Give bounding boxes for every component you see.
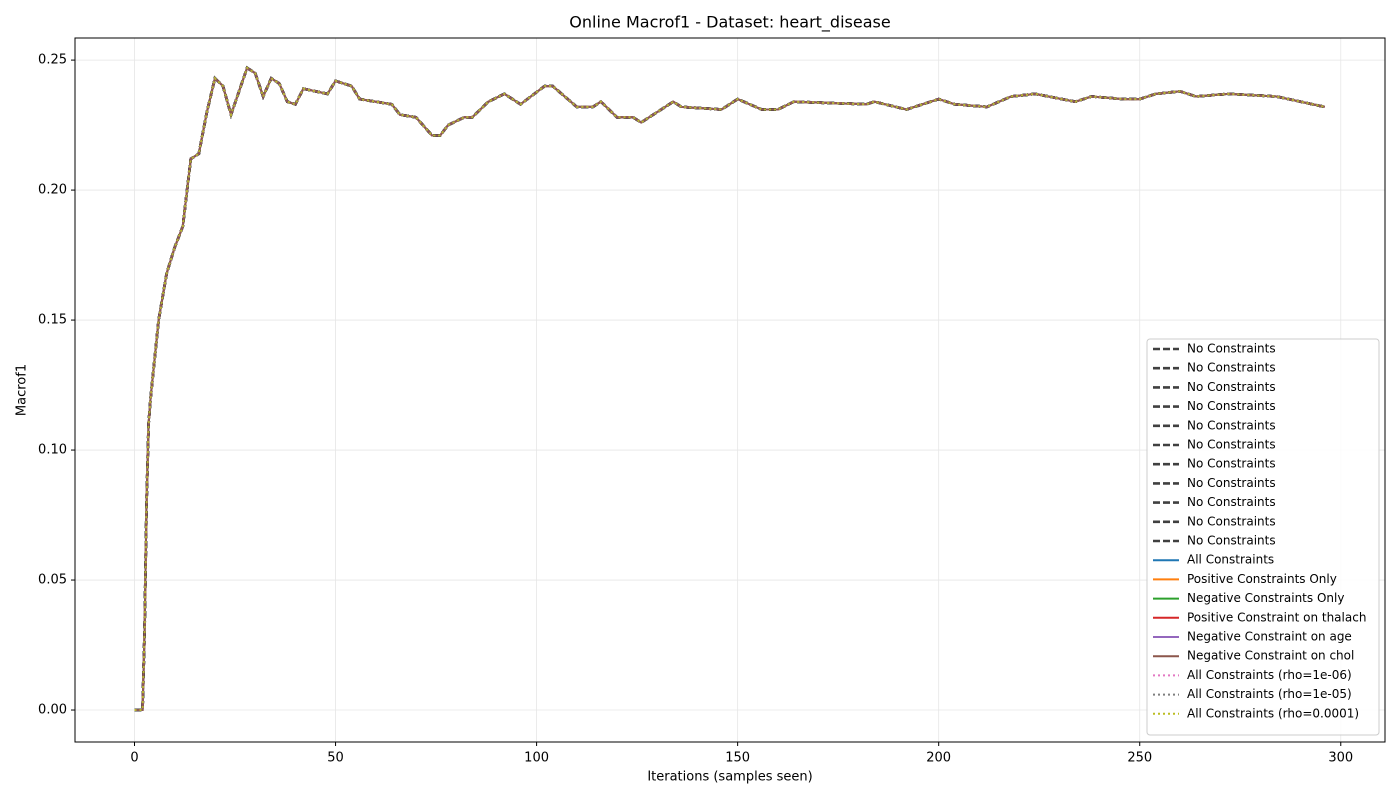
series-line (134, 66, 1325, 712)
series-line (134, 65, 1325, 712)
series-line (134, 66, 1325, 712)
legend-label: No Constraints (1187, 457, 1276, 471)
plot-frame (74, 37, 1386, 743)
y-tick-label: 0.20 (38, 183, 67, 198)
series-line (134, 66, 1325, 712)
legend-label: No Constraints (1187, 399, 1276, 413)
legend-label: Negative Constraint on age (1187, 630, 1352, 644)
x-tick-label: 0 (130, 751, 138, 766)
series-line (134, 65, 1325, 712)
series-line (134, 66, 1325, 712)
legend-label: Negative Constraints Only (1187, 591, 1344, 605)
legend-label: No Constraints (1187, 534, 1276, 548)
y-tick-label: 0.00 (38, 703, 67, 718)
legend: No Constraints No Constraints No Constrain… (1146, 338, 1380, 736)
x-tick-label: 100 (524, 751, 549, 766)
chart-title: Online Macrof1 - Dataset: heart_disease (569, 13, 890, 33)
series-line (134, 65, 1325, 712)
y-tick-label: 0.15 (38, 313, 67, 328)
series-line (134, 66, 1325, 712)
legend-label: Positive Constraint on thalach (1187, 610, 1366, 624)
legend-label: All Constraints (1187, 553, 1274, 567)
legend-label: Positive Constraints Only (1187, 572, 1337, 586)
x-tick-label: 300 (1328, 751, 1353, 766)
legend-label: No Constraints (1187, 476, 1276, 490)
legend-label: All Constraints (rho=1e-06) (1187, 668, 1352, 682)
series-line (134, 65, 1325, 712)
series-line (134, 66, 1325, 712)
series-line (134, 65, 1325, 712)
series-line (134, 66, 1325, 712)
x-tick-label: 250 (1127, 751, 1152, 766)
series-line (134, 65, 1325, 712)
legend-label: No Constraints (1187, 514, 1276, 528)
series-line (134, 65, 1325, 712)
legend-label: No Constraints (1187, 495, 1276, 509)
y-tick-label: 0.25 (38, 53, 67, 68)
legend-box (1146, 338, 1380, 736)
legend-label: No Constraints (1187, 418, 1276, 432)
x-tick-label: 150 (725, 751, 750, 766)
series-line (134, 65, 1325, 712)
legend-label: No Constraints (1187, 342, 1276, 356)
y-axis-label: Macrof1 (15, 364, 30, 416)
x-tick-label: 50 (327, 751, 344, 766)
series-line (134, 66, 1325, 712)
legend-label: All Constraints (rho=0.0001) (1187, 706, 1359, 720)
legend-label: All Constraints (rho=1e-05) (1187, 687, 1352, 701)
legend-label: No Constraints (1187, 361, 1276, 375)
y-tick-label: 0.05 (38, 573, 67, 588)
legend-label: No Constraints (1187, 380, 1276, 394)
x-tick-label: 200 (926, 751, 951, 766)
y-tick-label: 0.10 (38, 443, 67, 458)
series-line (134, 65, 1325, 712)
series-line (134, 65, 1325, 712)
legend-label: Negative Constraint on chol (1187, 649, 1354, 663)
legend-label: No Constraints (1187, 438, 1276, 452)
x-axis-label: Iterations (samples seen) (647, 770, 812, 785)
series-line (134, 65, 1325, 712)
series-line (134, 66, 1325, 712)
